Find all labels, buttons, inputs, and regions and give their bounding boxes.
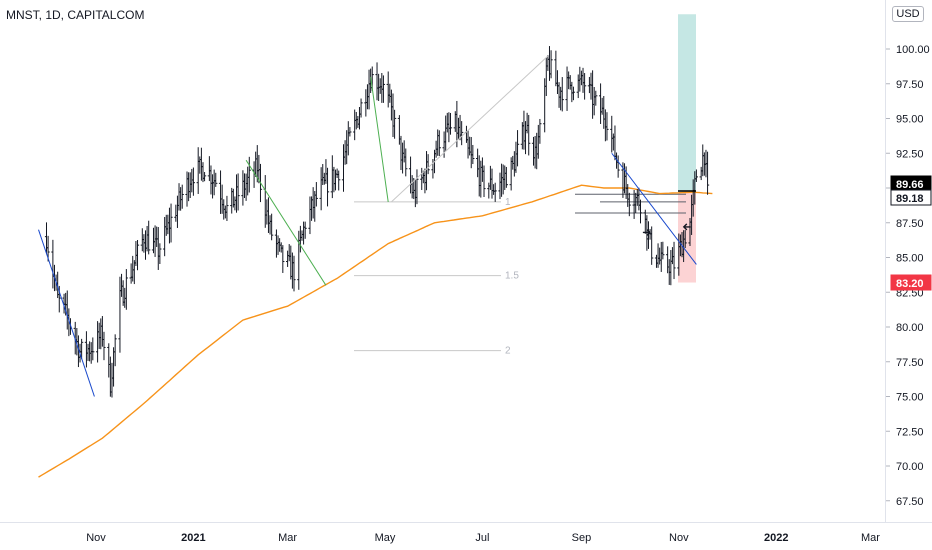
y-tick-label: 97.50 bbox=[896, 79, 924, 91]
x-tick-label: Jul bbox=[475, 532, 489, 544]
y-tick-label: 87.50 bbox=[896, 218, 924, 230]
currency-label: USD bbox=[896, 8, 920, 20]
target-zone bbox=[678, 14, 696, 193]
y-tick-label: 77.50 bbox=[896, 357, 924, 369]
y-tick-label: 72.50 bbox=[896, 426, 924, 438]
fib-level-label: 1.5 bbox=[505, 271, 519, 282]
x-tick-label: Nov bbox=[669, 532, 689, 544]
x-tick-label: May bbox=[375, 532, 396, 544]
trendline[interactable] bbox=[245, 159, 327, 286]
arrow-marker bbox=[642, 228, 651, 236]
moving-average-line bbox=[38, 184, 713, 478]
y-tick-label: 100.00 bbox=[896, 44, 930, 56]
price-tag bbox=[890, 274, 932, 291]
y-tick-label: 85.00 bbox=[896, 253, 924, 265]
price-tag bbox=[890, 189, 932, 206]
y-tick-label: 80.00 bbox=[896, 322, 924, 334]
x-tick-label: Nov bbox=[86, 532, 106, 544]
trendline[interactable] bbox=[370, 76, 389, 202]
trendline[interactable] bbox=[391, 55, 549, 203]
price-tag-label: 83.20 bbox=[896, 278, 924, 290]
x-tick-label: 2021 bbox=[181, 532, 205, 544]
fib-level-label: 1 bbox=[505, 197, 511, 208]
trendline[interactable] bbox=[38, 229, 95, 397]
y-tick-label: 67.50 bbox=[896, 496, 924, 508]
y-tick-label: 92.50 bbox=[896, 148, 924, 160]
x-tick-label: Mar bbox=[278, 532, 297, 544]
currency-button[interactable]: USD bbox=[892, 6, 924, 22]
arrow-marker bbox=[682, 223, 691, 231]
y-tick-label: 75.00 bbox=[896, 392, 924, 404]
trendline[interactable] bbox=[611, 152, 697, 265]
y-tick-label: 70.00 bbox=[896, 461, 924, 473]
price-tag-label: 89.66 bbox=[896, 179, 924, 191]
fib-level-label: 2 bbox=[505, 346, 511, 357]
price-tag-label: 89.18 bbox=[896, 193, 924, 205]
x-tick-label: Mar bbox=[861, 532, 880, 544]
x-tick-label: Sep bbox=[572, 532, 592, 544]
x-tick-label: 2022 bbox=[764, 532, 788, 544]
symbol-title: MNST, 1D, CAPITALCOM bbox=[6, 8, 145, 22]
y-tick-label: 95.00 bbox=[896, 114, 924, 126]
